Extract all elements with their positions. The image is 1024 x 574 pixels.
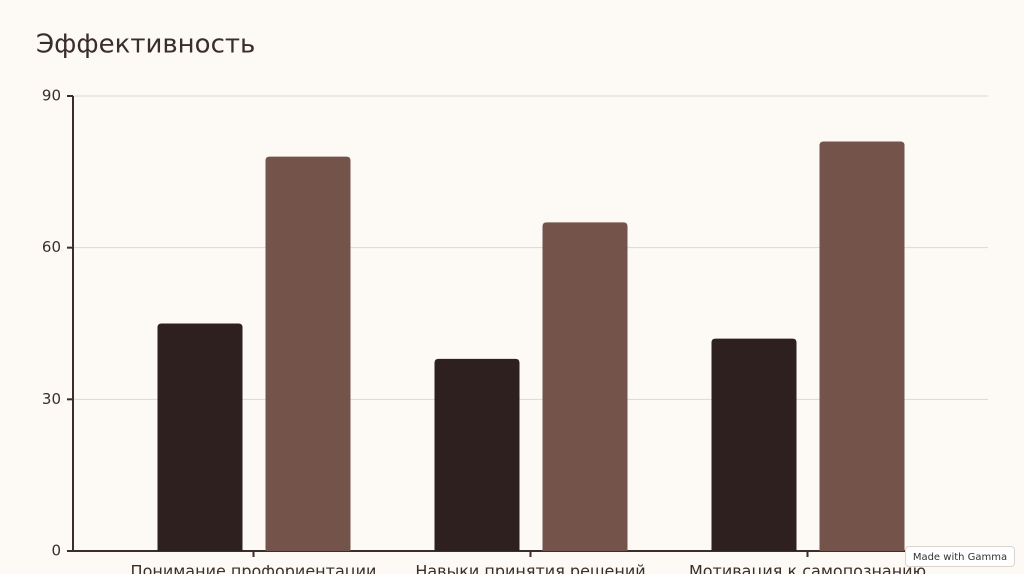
bar [434,358,520,551]
y-tick-label: 60 [42,238,61,256]
bar [711,338,797,551]
y-tick-label: 30 [42,390,61,408]
bar [819,141,905,551]
bar [157,323,243,551]
bar [265,156,351,551]
x-tick-label: Навыки принятия решений [415,562,645,574]
bar [542,222,628,551]
x-tick-label: Мотивация к самопознанию [689,562,926,574]
y-tick-label: 0 [51,542,61,560]
badge[interactable]: Made with Gamma [905,546,1015,567]
y-tick-label: 90 [42,87,61,105]
x-tick-label: Понимание профориентации [131,562,377,574]
chart-title: Эффективность [36,30,255,60]
